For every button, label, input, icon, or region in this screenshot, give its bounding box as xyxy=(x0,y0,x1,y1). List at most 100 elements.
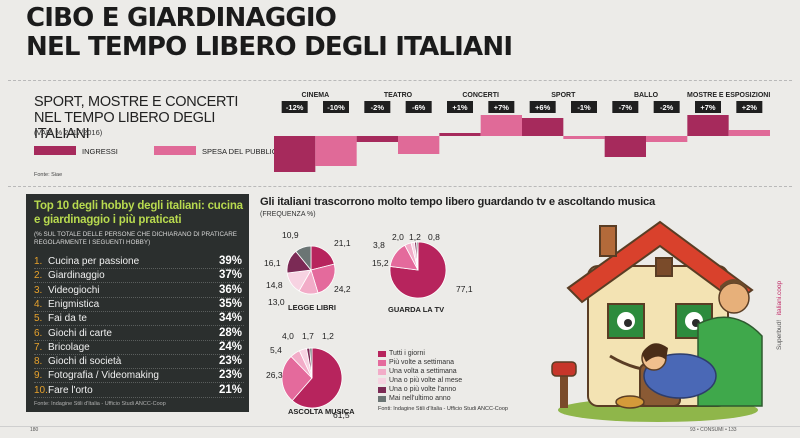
bar xyxy=(439,133,481,136)
top10-label: Giochi di società xyxy=(48,356,122,368)
footer-page-left: 180 xyxy=(30,427,39,433)
bar-value-label: -10% xyxy=(327,103,345,112)
pie-legend-swatch xyxy=(378,369,386,375)
top10-value: 37% xyxy=(218,269,242,282)
main-title-line2: NEL TEMPO LIBERO DEGLI ITALIANI xyxy=(26,32,513,62)
bar-value-label: -2% xyxy=(371,103,385,112)
divider-middle xyxy=(8,186,792,187)
value-badge xyxy=(653,101,680,113)
category-label: MOSTRE E ESPOSIZIONI xyxy=(687,92,770,99)
value-badge xyxy=(364,101,391,113)
sport-title-line2: NEL TEMPO LIBERO DEGLI ITALIANI xyxy=(34,110,216,142)
top10-row: 9. Fotografia / Videomaking 23% xyxy=(34,369,244,384)
top10-row: 7. Bricolage 24% xyxy=(34,341,244,355)
top10-value: 35% xyxy=(218,297,242,310)
top10-label: Enigmistica xyxy=(48,298,100,310)
top10-rank: 5. xyxy=(34,313,43,325)
bar-value-label: -2% xyxy=(660,103,674,112)
pie-value-label: 0,8 xyxy=(428,232,440,242)
top10-value: 39% xyxy=(218,255,242,267)
value-badge xyxy=(447,101,473,113)
value-badge xyxy=(612,101,639,113)
pie-value-label: 26,3 xyxy=(266,370,283,380)
pie-value-label: 13,0 xyxy=(268,297,285,307)
bar xyxy=(522,118,564,136)
pie-value-label: 1,7 xyxy=(302,331,314,341)
pie-layer xyxy=(281,241,447,409)
sport-source: Fonte: Siae xyxy=(34,172,63,178)
legend-swatch-ingressi xyxy=(34,146,76,155)
divider-top xyxy=(8,80,792,81)
pie-legend-label: Più volte a settimana xyxy=(389,359,454,366)
category-label: CINEMA xyxy=(302,92,330,99)
bar xyxy=(356,136,398,142)
top10-label: Giardinaggio xyxy=(48,270,105,282)
pie-slice xyxy=(309,347,313,379)
top10-value: 28% xyxy=(218,326,242,339)
pie-legend-swatch xyxy=(378,360,386,366)
sport-bar-chart: CINEMA -12% -10% TEATRO -2% -6% CONCERTI +1% +7%… xyxy=(274,92,770,172)
sport-note: (VAR. % 2017/2016) xyxy=(34,128,103,137)
pie-legend-label: Una o più volte l'anno xyxy=(389,386,457,393)
bar-value-label: +2% xyxy=(742,103,758,112)
top10-value: 23% xyxy=(218,355,242,368)
category-label: SPORT xyxy=(551,92,576,99)
side-credit-a: Superbud! xyxy=(776,320,783,350)
top10-rank: 6. xyxy=(34,327,43,339)
value-badge xyxy=(571,101,597,113)
category-label: CONCERTI xyxy=(462,92,499,99)
bar xyxy=(563,136,605,139)
side-credit-b: italiani.coop xyxy=(776,280,783,316)
pie-legend-swatch xyxy=(378,396,386,402)
top10-rank: 1. xyxy=(34,256,43,267)
top10-subtitle: (% SUL TOTALE DELLE PERSONE CHE DICHIARA… xyxy=(34,231,237,246)
pie-legend-swatch xyxy=(378,387,386,393)
top10-panel: Top 10 degli hobby degli italiani: cucin… xyxy=(26,194,249,412)
man-hair xyxy=(720,279,748,290)
pie-legend-label: Una o più volte al mese xyxy=(389,377,463,384)
pies-title: Gli italiani trascorrono molto tempo lib… xyxy=(260,196,656,208)
pie-title: ASCOLTA MUSICA xyxy=(288,407,355,416)
top10-label: Bricolage xyxy=(48,341,90,353)
pie-slice xyxy=(281,355,313,402)
pie-legend-swatch xyxy=(378,351,386,357)
top10-value: 21% xyxy=(218,383,242,396)
top10-row: 5. Fai da te 34% xyxy=(34,312,244,327)
bar-value-label: +6% xyxy=(535,103,551,112)
bar xyxy=(480,115,522,136)
pie-title: GUARDA LA TV xyxy=(388,305,445,314)
top10-rank: 3. xyxy=(34,284,43,296)
legend-label-spesa: SPESA DEL PUBBLICO xyxy=(202,147,284,156)
pie-value-label: 10,9 xyxy=(282,230,299,240)
top10-rank: 9. xyxy=(34,370,43,382)
main-title: CIBO E GIARDINAGGIO NEL TEMPO LIBERO DEG… xyxy=(26,4,586,62)
pie-value-label: 14,8 xyxy=(266,280,283,290)
top10-label: Giochi di carte xyxy=(48,327,112,339)
pie-value-label: 5,4 xyxy=(270,345,282,355)
top10-label: Videogiochi xyxy=(48,284,100,296)
pie-value-label: 4,0 xyxy=(282,331,294,341)
pie-legend-swatch xyxy=(378,378,386,384)
value-badge xyxy=(281,101,308,113)
bar xyxy=(687,115,729,136)
category-label: BALLO xyxy=(634,92,659,99)
bar-value-label: +1% xyxy=(452,103,468,112)
sport-section-title: SPORT, MOSTRE E CONCERTI NEL TEMPO LIBER… xyxy=(34,94,274,142)
top10-label: Cucina per passione xyxy=(48,256,140,267)
bar xyxy=(728,130,770,136)
house-illustration xyxy=(551,220,763,422)
house-attic-window xyxy=(655,257,673,277)
top10-title: Top 10 degli hobby degli italiani: cucin… xyxy=(34,200,243,226)
bar xyxy=(398,136,440,154)
top10-label: Fai da te xyxy=(48,313,87,325)
pies-source: Fonti: Indagine Stili d'Italia - Ufficio… xyxy=(378,406,508,412)
value-badge xyxy=(736,101,763,113)
pie-value-label: 24,2 xyxy=(334,284,351,294)
sport-title-line1: SPORT, MOSTRE E CONCERTI xyxy=(34,94,239,110)
top10-label: Fare l'orto xyxy=(48,384,93,396)
bar xyxy=(646,136,688,142)
top10-rank: 2. xyxy=(34,270,43,282)
bar xyxy=(604,136,646,157)
bar-value-label: +7% xyxy=(494,103,510,112)
main-title-line1: CIBO E GIARDINAGGIO xyxy=(26,3,337,33)
